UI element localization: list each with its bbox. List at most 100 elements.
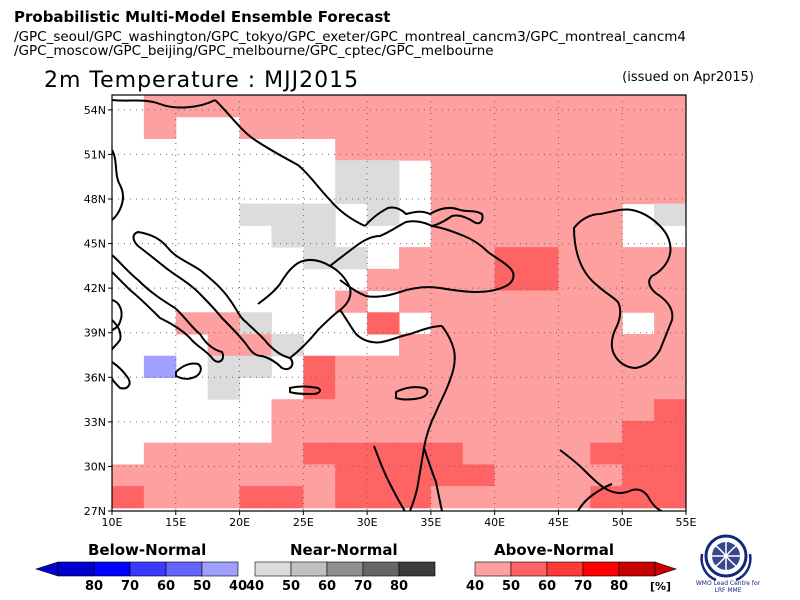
probability-cell [303,203,336,226]
probability-cell [654,160,686,183]
probability-cell [462,312,496,335]
legend-tick: 70 [121,579,139,594]
legend-tick: 60 [538,579,556,594]
probability-cell [526,116,559,139]
probability-cell [399,420,432,444]
probability-cell [239,203,272,226]
probability-cell [462,464,496,487]
x-tick-label: 30E [357,516,378,529]
probability-cell [622,290,655,313]
probability-cell [430,290,464,313]
probability-cell [590,334,623,357]
probability-cell [207,334,241,357]
probability-cell [558,442,591,465]
probability-cell [526,334,559,357]
probability-cell [239,95,272,118]
probability-cell [622,377,655,400]
legend-swatch [546,561,584,577]
probability-cell [462,290,496,313]
probability-cell [462,116,496,139]
probability-cell [462,399,496,422]
probability-cell [558,334,591,357]
probability-cell [526,203,559,226]
legend-arrow-right [654,561,677,577]
probability-cell [430,442,464,465]
probability-cell [654,95,686,118]
probability-cell [494,442,528,465]
probability-cell [335,464,368,487]
probability-cell [399,355,432,378]
probability-cell [399,116,432,139]
legend-tick: 40 [466,579,484,594]
probability-cell [430,95,464,118]
probability-cell [622,160,655,183]
legend-swatch [165,561,203,577]
probability-cell [239,442,272,465]
probability-cell [462,420,496,444]
probability-cell [303,420,336,444]
probability-cell [494,225,528,248]
legend-below-label: Below-Normal [88,541,207,559]
probability-cell [399,464,432,487]
probability-cell [335,486,368,509]
probability-cell [590,399,623,422]
legend-swatch [618,561,656,577]
legend-tick: 50 [193,579,211,594]
probability-cell [494,116,528,139]
probability-cell [590,116,623,139]
probability-cell [335,138,368,161]
probability-cell [558,377,591,400]
probability-cell [430,138,464,161]
probability-cell [271,116,304,139]
probability-cell [494,312,528,335]
probability-cell [271,334,304,357]
wmo-logo [700,534,752,582]
x-tick-label: 10E [102,516,123,529]
main-title: Probabilistic Multi-Model Ensemble Forec… [14,8,391,26]
probability-cell [590,355,623,378]
x-tick-label: 25E [293,516,314,529]
probability-cell [303,442,336,465]
probability-cell [239,312,272,335]
probability-cell [558,290,591,313]
legend-tick: 50 [502,579,520,594]
x-tick-label: 15E [165,516,186,529]
y-tick-label: 27N [84,505,106,518]
probability-cell [175,486,209,509]
legend-tick: 70 [574,579,592,594]
probability-cell [303,225,336,248]
probability-cell [271,203,304,226]
probability-cell [654,247,686,270]
legend-tick: 60 [157,579,175,594]
probability-cell [526,160,559,183]
probability-cell [143,464,177,487]
x-tick-label: 55E [676,516,697,529]
probability-cell [558,312,591,335]
probability-cell [430,420,464,444]
probability-cell [207,95,241,118]
probability-cell [399,399,432,422]
probability-cell [590,95,623,118]
legend-tick: 80 [390,579,408,594]
probability-cell [526,290,559,313]
legend-unit: [%] [650,580,671,593]
probability-cell [494,334,528,357]
globe-icon [704,534,748,578]
x-tick-label: 50E [612,516,633,529]
probability-cell [622,116,655,139]
probability-cell [367,377,400,400]
probability-cell [654,138,686,161]
legend-tick: 80 [610,579,628,594]
probability-cell [622,442,655,465]
probability-cell [494,377,528,400]
probability-cell [558,116,591,139]
probability-cell [175,442,209,465]
probability-cell [590,442,623,465]
y-tick-label: 45N [84,238,106,251]
legend-swatch [582,561,620,577]
probability-cell [590,225,623,248]
y-tick-label: 54N [84,104,106,117]
probability-cell [494,420,528,444]
probability-cell [558,160,591,183]
